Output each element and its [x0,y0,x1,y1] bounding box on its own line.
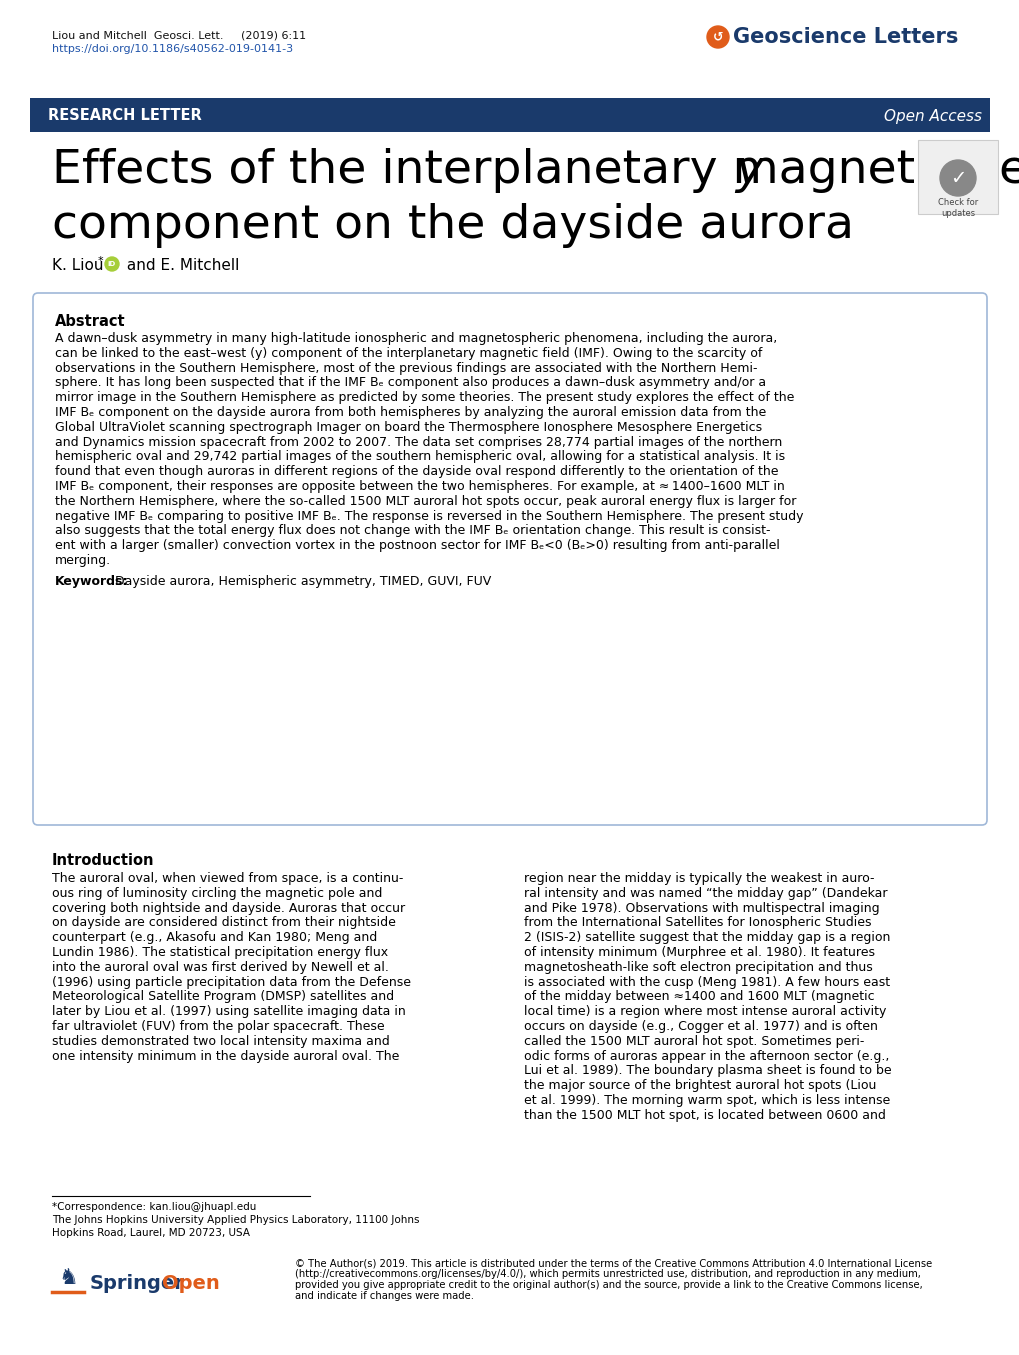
Circle shape [105,257,119,271]
Text: Dayside aurora, Hemispheric asymmetry, TIMED, GUVI, FUV: Dayside aurora, Hemispheric asymmetry, T… [115,575,491,588]
Text: than the 1500 MLT hot spot, is located between 0600 and: than the 1500 MLT hot spot, is located b… [524,1108,886,1122]
Circle shape [706,26,729,47]
Text: Geoscience Letters: Geoscience Letters [733,27,958,47]
Text: The auroral oval, when viewed from space, is a continu-: The auroral oval, when viewed from space… [52,873,403,885]
Text: called the 1500 MLT auroral hot spot. Sometimes peri-: called the 1500 MLT auroral hot spot. So… [524,1035,863,1047]
Text: Hopkins Road, Laurel, MD 20723, USA: Hopkins Road, Laurel, MD 20723, USA [52,1228,250,1238]
Text: Check for
updates: Check for updates [936,198,977,218]
Circle shape [52,1262,84,1294]
Text: IMF Bₑ component, their responses are opposite between the two hemispheres. For : IMF Bₑ component, their responses are op… [55,480,784,493]
Text: also suggests that the total energy flux does not change with the IMF Bₑ orienta: also suggests that the total energy flux… [55,524,769,538]
Text: one intensity minimum in the dayside auroral oval. The: one intensity minimum in the dayside aur… [52,1050,399,1062]
Text: © The Author(s) 2019. This article is distributed under the terms of the Creativ: © The Author(s) 2019. This article is di… [294,1257,931,1268]
Text: into the auroral oval was first derived by Newell et al.: into the auroral oval was first derived … [52,961,388,974]
Text: The Johns Hopkins University Applied Physics Laboratory, 11100 Johns: The Johns Hopkins University Applied Phy… [52,1215,419,1225]
Circle shape [940,160,975,196]
Text: local time) is a region where most intense auroral activity: local time) is a region where most inten… [524,1005,886,1018]
Text: can be linked to the east–west (y) component of the interplanetary magnetic fiel: can be linked to the east–west (y) compo… [55,347,761,360]
Text: and E. Mitchell: and E. Mitchell [122,257,239,272]
Text: K. Liou: K. Liou [52,257,103,272]
Text: odic forms of auroras appear in the afternoon sector (e.g.,: odic forms of auroras appear in the afte… [524,1050,889,1062]
Text: and indicate if changes were made.: and indicate if changes were made. [294,1291,474,1301]
Text: later by Liou et al. (1997) using satellite imaging data in: later by Liou et al. (1997) using satell… [52,1005,406,1018]
Text: observations in the Southern Hemisphere, most of the previous findings are assoc: observations in the Southern Hemisphere,… [55,362,757,374]
Text: mirror image in the Southern Hemisphere as predicted by some theories. The prese: mirror image in the Southern Hemisphere … [55,392,794,404]
Text: ral intensity and was named “the midday gap” (Dandekar: ral intensity and was named “the midday … [524,886,887,900]
Text: hemispheric oval and 29,742 partial images of the southern hemispheric oval, all: hemispheric oval and 29,742 partial imag… [55,450,785,463]
Text: Springer: Springer [90,1274,184,1293]
Text: from the International Satellites for Ionospheric Studies: from the International Satellites for Io… [524,916,870,930]
Text: studies demonstrated two local intensity maxima and: studies demonstrated two local intensity… [52,1035,389,1047]
Text: counterpart (e.g., Akasofu and Kan 1980; Meng and: counterpart (e.g., Akasofu and Kan 1980;… [52,931,377,944]
Text: is associated with the cusp (Meng 1981). A few hours east: is associated with the cusp (Meng 1981).… [524,976,890,989]
Text: A dawn–dusk asymmetry in many high-latitude ionospheric and magnetospheric pheno: A dawn–dusk asymmetry in many high-latit… [55,332,776,346]
Text: Open: Open [162,1274,219,1293]
Text: (http://creativecommons.org/licenses/by/4.0/), which permits unrestricted use, d: (http://creativecommons.org/licenses/by/… [294,1270,920,1279]
Text: provided you give appropriate credit to the original author(s) and the source, p: provided you give appropriate credit to … [294,1280,922,1290]
Text: Open Access: Open Access [883,108,981,123]
Text: far ultraviolet (FUV) from the polar spacecraft. These: far ultraviolet (FUV) from the polar spa… [52,1020,384,1033]
Text: region near the midday is typically the weakest in auro-: region near the midday is typically the … [524,873,873,885]
FancyBboxPatch shape [917,140,997,214]
Text: on dayside are considered distinct from their nightside: on dayside are considered distinct from … [52,916,395,930]
Text: component on the dayside aurora: component on the dayside aurora [52,203,853,248]
Text: magnetosheath-like soft electron precipitation and thus: magnetosheath-like soft electron precipi… [524,961,872,974]
Text: et al. 1999). The morning warm spot, which is less intense: et al. 1999). The morning warm spot, whi… [524,1093,890,1107]
Text: Liou and Mitchell  Geosci. Lett.     (2019) 6:11: Liou and Mitchell Geosci. Lett. (2019) 6… [52,30,306,41]
FancyBboxPatch shape [33,293,986,825]
Text: found that even though auroras in different regions of the dayside oval respond : found that even though auroras in differ… [55,465,777,478]
Text: Lundin 1986). The statistical precipitation energy flux: Lundin 1986). The statistical precipitat… [52,946,388,959]
Text: covering both nightside and dayside. Auroras that occur: covering both nightside and dayside. Aur… [52,901,405,915]
Text: *: * [98,256,104,266]
Text: sphere. It has long been suspected that if the IMF Bₑ component also produces a : sphere. It has long been suspected that … [55,377,765,389]
Text: the major source of the brightest auroral hot spots (Liou: the major source of the brightest aurora… [524,1079,875,1092]
Text: merging.: merging. [55,554,111,566]
Text: and Pike 1978). Observations with multispectral imaging: and Pike 1978). Observations with multis… [524,901,878,915]
Text: Effects of the interplanetary magnetic field: Effects of the interplanetary magnetic f… [52,148,1019,192]
Text: y: y [735,148,762,192]
Text: ous ring of luminosity circling the magnetic pole and: ous ring of luminosity circling the magn… [52,886,382,900]
Text: https://doi.org/10.1186/s40562-019-0141-3: https://doi.org/10.1186/s40562-019-0141-… [52,43,292,54]
Text: the Northern Hemisphere, where the so-called 1500 MLT auroral hot spots occur, p: the Northern Hemisphere, where the so-ca… [55,495,796,508]
Text: *Correspondence: kan.liou@jhuapl.edu: *Correspondence: kan.liou@jhuapl.edu [52,1202,256,1211]
Text: ↺: ↺ [712,31,722,43]
Text: ent with a larger (smaller) convection vortex in the postnoon sector for IMF Bₑ<: ent with a larger (smaller) convection v… [55,539,780,553]
Text: of the midday between ≈1400 and 1600 MLT (magnetic: of the midday between ≈1400 and 1600 MLT… [524,991,873,1004]
Text: negative IMF Bₑ comparing to positive IMF Bₑ. The response is reversed in the So: negative IMF Bₑ comparing to positive IM… [55,509,803,523]
Text: and Dynamics mission spacecraft from 2002 to 2007. The data set comprises 28,774: and Dynamics mission spacecraft from 200… [55,435,782,449]
Text: of intensity minimum (Murphree et al. 1980). It features: of intensity minimum (Murphree et al. 19… [524,946,874,959]
Text: Keywords:: Keywords: [55,575,128,588]
Text: (1996) using particle precipitation data from the Defense: (1996) using particle precipitation data… [52,976,411,989]
Text: Abstract: Abstract [55,314,125,329]
Text: Meteorological Satellite Program (DMSP) satellites and: Meteorological Satellite Program (DMSP) … [52,991,393,1004]
Text: 2 (ISIS-2) satellite suggest that the midday gap is a region: 2 (ISIS-2) satellite suggest that the mi… [524,931,890,944]
Text: iD: iD [108,262,116,267]
Text: Global UltraViolet scanning spectrograph Imager on board the Thermosphere Ionosp: Global UltraViolet scanning spectrograph… [55,421,761,434]
Bar [30,98,989,131]
Text: Introduction: Introduction [52,854,154,869]
Text: RESEARCH LETTER: RESEARCH LETTER [48,108,202,123]
Text: Lui et al. 1989). The boundary plasma sheet is found to be: Lui et al. 1989). The boundary plasma sh… [524,1065,891,1077]
Text: IMF Bₑ component on the dayside aurora from both hemispheres by analyzing the au: IMF Bₑ component on the dayside aurora f… [55,406,765,419]
Text: occurs on dayside (e.g., Cogger et al. 1977) and is often: occurs on dayside (e.g., Cogger et al. 1… [524,1020,877,1033]
Text: ♞: ♞ [58,1268,77,1289]
Text: ✓: ✓ [949,168,965,187]
